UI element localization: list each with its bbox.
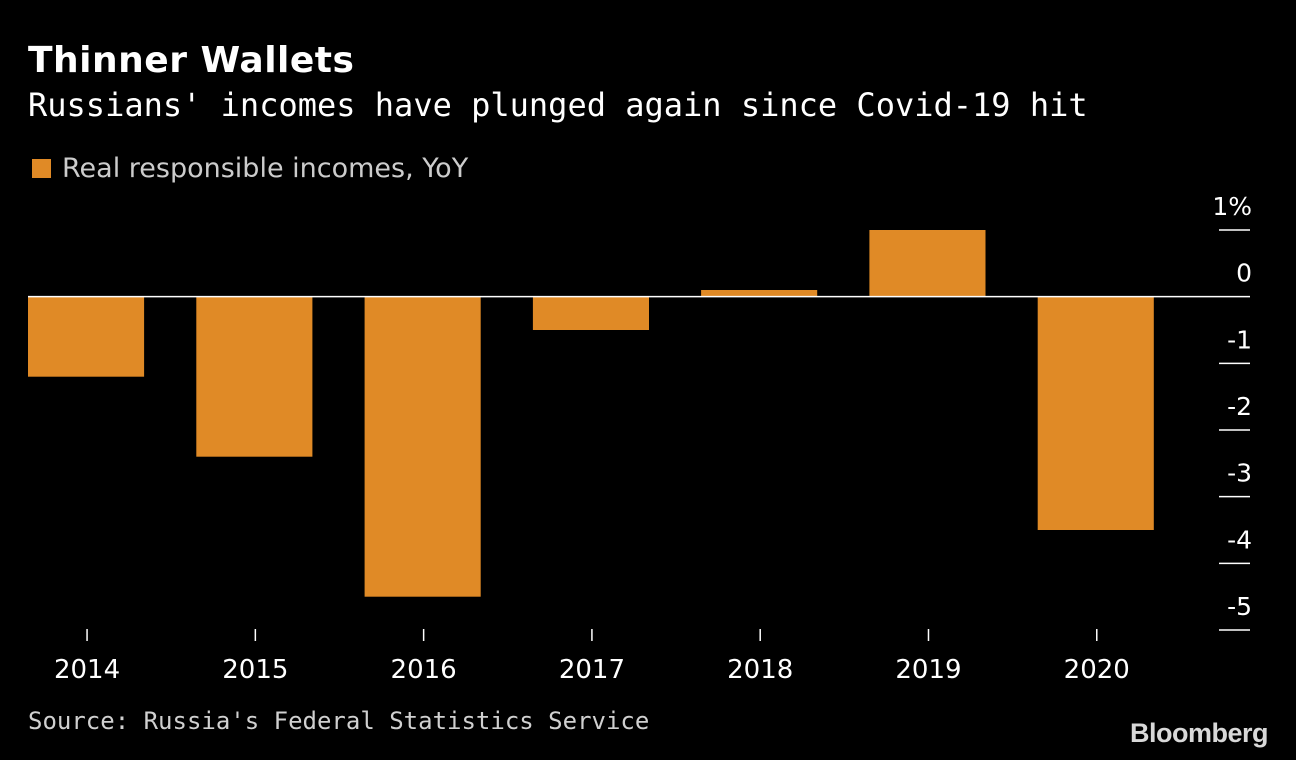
bar-2018 (701, 290, 818, 297)
legend-swatch (32, 158, 51, 178)
y-tick-label: 1% (1212, 192, 1252, 221)
y-axis: 1% 0 -1 -2 -3 -4 -5 (1212, 192, 1252, 631)
bar-2019 (869, 230, 986, 297)
bar-2017 (532, 296, 649, 330)
x-tick-label: 2018 (727, 655, 793, 685)
y-tick-label: -2 (1227, 392, 1252, 421)
x-tick-label: 2017 (559, 655, 625, 685)
y-tick-label: -4 (1227, 525, 1252, 554)
chart-subtitle: Russians' incomes have plunged again sin… (28, 86, 1088, 124)
x-tick-label: 2015 (222, 655, 288, 685)
y-tick-label: 0 (1236, 259, 1252, 288)
bar-2016 (364, 296, 481, 597)
chart-title: Thinner Wallets (28, 40, 355, 81)
source-note: Source: Russia's Federal Statistics Serv… (28, 707, 650, 735)
x-tick-label: 2020 (1064, 655, 1130, 685)
bar-2015 (196, 296, 313, 457)
x-tick-label: 2016 (391, 655, 457, 685)
y-tick-label: -5 (1227, 592, 1252, 621)
legend: Real responsible incomes, YoY (32, 150, 468, 186)
bars-layer (28, 230, 1154, 597)
bar-2020 (1037, 296, 1154, 530)
y-tick-label: -1 (1227, 325, 1252, 354)
bar-2014 (28, 296, 145, 377)
x-tick-label: 2019 (895, 655, 961, 685)
x-axis: 2014 2015 2016 2017 2018 2019 2020 (54, 629, 1130, 685)
bloomberg-logo: Bloomberg (1129, 718, 1269, 748)
legend-label: Real responsible incomes, YoY (62, 152, 469, 184)
y-tick-label: -3 (1227, 459, 1252, 488)
x-tick-label: 2014 (54, 655, 120, 685)
